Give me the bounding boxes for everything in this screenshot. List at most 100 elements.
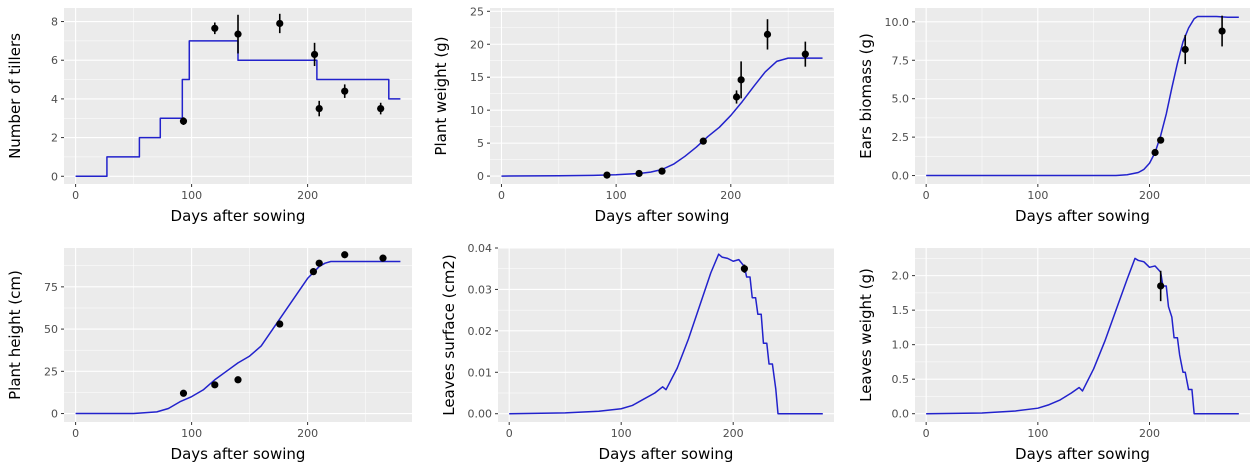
- x-tick-label: 100: [606, 189, 627, 202]
- simulated-series-line: [501, 57, 823, 177]
- x-tick-label: 100: [181, 427, 202, 440]
- x-tick-label: 100: [1027, 427, 1048, 440]
- observed-point: [315, 259, 323, 267]
- y-axis-title: Leaves surface (cm2): [440, 254, 458, 416]
- y-tick-label: 0: [477, 170, 484, 183]
- simulated-series-line: [926, 257, 1239, 415]
- x-tick-label: 0: [498, 189, 505, 202]
- observed-point: [1218, 27, 1226, 35]
- y-tick-label: 5: [477, 137, 484, 150]
- y-tick-label: 25: [44, 365, 58, 378]
- observed-point: [234, 376, 242, 384]
- observed-point: [341, 87, 349, 95]
- observed-point: [179, 117, 188, 125]
- y-tick-label: 8: [51, 16, 58, 29]
- observed-point: [276, 320, 284, 328]
- y-axis-title: Plant height (cm): [6, 270, 24, 400]
- x-tick-label: 200: [1139, 189, 1160, 202]
- observed-point: [310, 50, 319, 59]
- plot-background: [915, 248, 1250, 422]
- y-tick-label: 0.03: [468, 283, 493, 296]
- plot-background: [490, 8, 834, 184]
- chart-panel-4: 0 100 200 0 25 50 75 Days after sowing Plant hei…: [6, 248, 412, 463]
- observed-point: [234, 30, 242, 38]
- x-axis-title: Days after sowing: [1015, 207, 1150, 225]
- observed-point: [1181, 45, 1189, 54]
- y-tick-label: 5.0: [892, 93, 910, 106]
- chart-panel-1: 0 100 200 0 2 4 6 8 Days after sowing Number of t…: [6, 8, 412, 225]
- x-tick-label: 200: [1139, 427, 1160, 440]
- y-axis-title: Number of tillers: [6, 33, 24, 159]
- y-tick-label: 20: [470, 38, 484, 51]
- y-tick-label: 0.5: [892, 373, 910, 386]
- y-tick-label: 2.5: [892, 131, 910, 144]
- x-tick-label: 0: [923, 189, 930, 202]
- chart-panel-6: 0 100 200 0.0 0.5 1.0 1.5 2.0 Days after sowing L…: [857, 248, 1250, 463]
- observed-point: [732, 93, 741, 101]
- observed-point: [635, 169, 643, 178]
- y-tick-label: 0.01: [468, 366, 493, 379]
- x-tick-label: 100: [181, 189, 202, 202]
- simulated-series-line: [75, 40, 401, 178]
- observed-point: [603, 171, 611, 179]
- y-tick-label: 2: [51, 132, 58, 145]
- observed-point: [211, 24, 219, 32]
- y-tick-label: 0: [51, 170, 58, 183]
- x-axis-title: Days after sowing: [171, 445, 306, 463]
- observed-point: [1157, 136, 1165, 144]
- x-axis-title: Days after sowing: [171, 207, 306, 225]
- y-tick-label: 7.5: [892, 54, 910, 67]
- y-tick-label: 2.0: [892, 270, 910, 283]
- chart-panel-2: 0 100 200 0 5 10 15 20 25 Days after sowing Plant …: [432, 5, 834, 225]
- y-tick-label: 75: [44, 281, 58, 294]
- x-tick-label: 200: [297, 427, 318, 440]
- y-tick-label: 6: [51, 54, 58, 67]
- plot-background: [498, 248, 834, 422]
- simulated-series-line: [509, 253, 823, 415]
- x-tick-label: 200: [297, 189, 318, 202]
- observed-point: [379, 254, 387, 262]
- observed-point: [1157, 282, 1165, 290]
- x-axis-title: Days after sowing: [1015, 445, 1150, 463]
- y-tick-label: 0.02: [468, 325, 493, 338]
- observed-point: [276, 19, 284, 28]
- chart-panel-3: 0 100 200 0.0 2.5 5.0 7.5 10.0 Days after sowing…: [857, 8, 1250, 225]
- observed-point: [737, 76, 745, 84]
- observed-point: [1151, 148, 1159, 157]
- observed-point: [315, 104, 323, 113]
- x-tick-label: 200: [720, 189, 741, 202]
- y-axis-title: Plant weight (g): [432, 36, 450, 155]
- y-tick-label: 15: [470, 71, 484, 84]
- y-tick-label: 10.0: [885, 16, 910, 29]
- x-tick-label: 0: [72, 427, 79, 440]
- observed-point: [179, 389, 188, 397]
- observed-point: [740, 265, 749, 273]
- observed-point: [309, 268, 317, 276]
- y-tick-label: 0.0: [892, 408, 910, 421]
- y-tick-label: 0.04: [468, 242, 493, 255]
- observed-point: [763, 30, 772, 38]
- observed-point: [699, 137, 707, 145]
- x-tick-label: 0: [506, 427, 513, 440]
- observed-point: [377, 104, 385, 113]
- x-axis-title: Days after sowing: [595, 207, 730, 225]
- y-tick-label: 1.0: [892, 339, 910, 352]
- y-tick-label: 1.5: [892, 304, 910, 317]
- x-tick-label: 0: [72, 189, 79, 202]
- x-axis-title: Days after sowing: [599, 445, 734, 463]
- observed-point: [341, 251, 349, 259]
- observed-point: [658, 167, 666, 175]
- y-axis-title: Ears biomass (g): [857, 33, 875, 159]
- y-tick-label: 0.0: [892, 170, 910, 183]
- y-tick-label: 10: [470, 104, 484, 117]
- simulated-series-line: [926, 15, 1239, 177]
- y-axis-title: Leaves weight (g): [857, 268, 875, 402]
- y-tick-label: 0: [51, 408, 58, 421]
- y-tick-label: 0.00: [468, 408, 493, 421]
- x-tick-label: 100: [611, 427, 632, 440]
- chart-panel-5: 0 100 200 0.00 0.01 0.02 0.03 0.04 Days after so…: [440, 242, 834, 463]
- plot-background: [915, 8, 1250, 184]
- y-tick-label: 50: [44, 323, 58, 336]
- simulated-series-line: [75, 260, 401, 415]
